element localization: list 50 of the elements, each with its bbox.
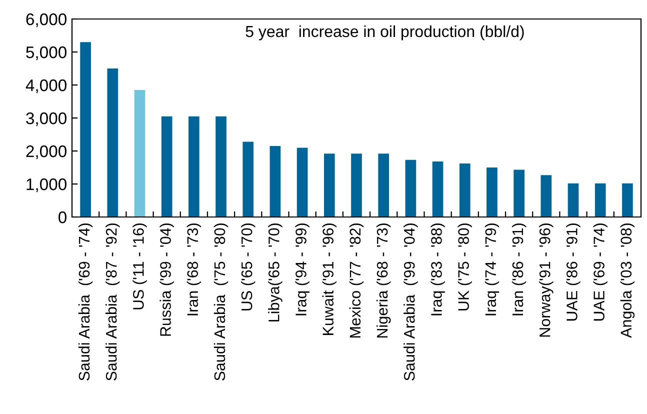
bar [107,68,118,217]
x-tick-label: Iran ('68 - '73) [186,223,202,316]
x-tick-label: Saudi Arabia ('75 - '80) [214,223,228,381]
bar [459,164,470,217]
bar [594,183,606,217]
x-tick-label: Iraq ('74 - '79) [484,223,500,316]
bar [296,148,308,217]
y-tick-label: 6,000 [26,13,66,28]
bar [622,183,633,217]
y-tick-label: 1,000 [26,178,66,192]
x-tick-label: Kuwait ('91 - '96) [322,223,337,335]
bar [134,90,146,217]
x-tick-label: UAE ('86 - '91) [566,224,580,321]
x-tick-label: Mexico ('77 - '82) [349,223,364,338]
bar [80,42,91,217]
x-tick-label: Angola ('03 - '08) [620,223,635,338]
bar [324,154,335,217]
x-tick-label: UK ('75 - '80) [458,224,472,310]
y-tick-label: 2,000 [26,145,66,160]
x-tick-label: US ('65 - '70) [241,224,256,310]
x-tick-label: Iraq ('94 - '99) [295,223,310,316]
bar [270,146,281,217]
bar [514,170,524,217]
x-tick-label: Saudi Arabia ('99 - '04) [404,223,418,381]
y-tick-label: 5,000 [26,46,66,60]
x-tick-label: Iraq ('83 - '88) [430,223,445,316]
bar [568,183,579,217]
x-tick-label: Iran ('86 - '91) [512,223,526,316]
bar [188,116,200,217]
x-tick-label: Russia ('99 - '04) [160,223,174,336]
x-tick-label: Saudi Arabia ('87 - '92) [106,223,120,381]
bar [351,154,362,217]
bar [378,154,390,217]
x-tick-label: Nigeria ('68 - '73) [376,223,391,338]
x-tick-label: Libya('65 - '70) [268,223,282,322]
chart-title: 5 year increase in oil production (bbl/d) [246,25,524,40]
bar [405,160,416,217]
y-tick-label: 4,000 [26,79,66,94]
y-tick-label: 0 [58,211,66,224]
y-tick-label: 3,000 [26,112,66,126]
bar [540,175,552,217]
bar [432,162,444,217]
x-tick-label: UAE ('69 - '74) [593,224,608,321]
bar [216,116,226,217]
bar [242,142,254,217]
x-tick-label: US ('11 - '16) [132,224,147,310]
x-tick-label: Saudi Arabia ('69 - '74) [78,223,93,381]
bar [486,168,498,217]
bar [161,116,172,217]
x-tick-label: Norway('91 - '96) [539,223,554,337]
